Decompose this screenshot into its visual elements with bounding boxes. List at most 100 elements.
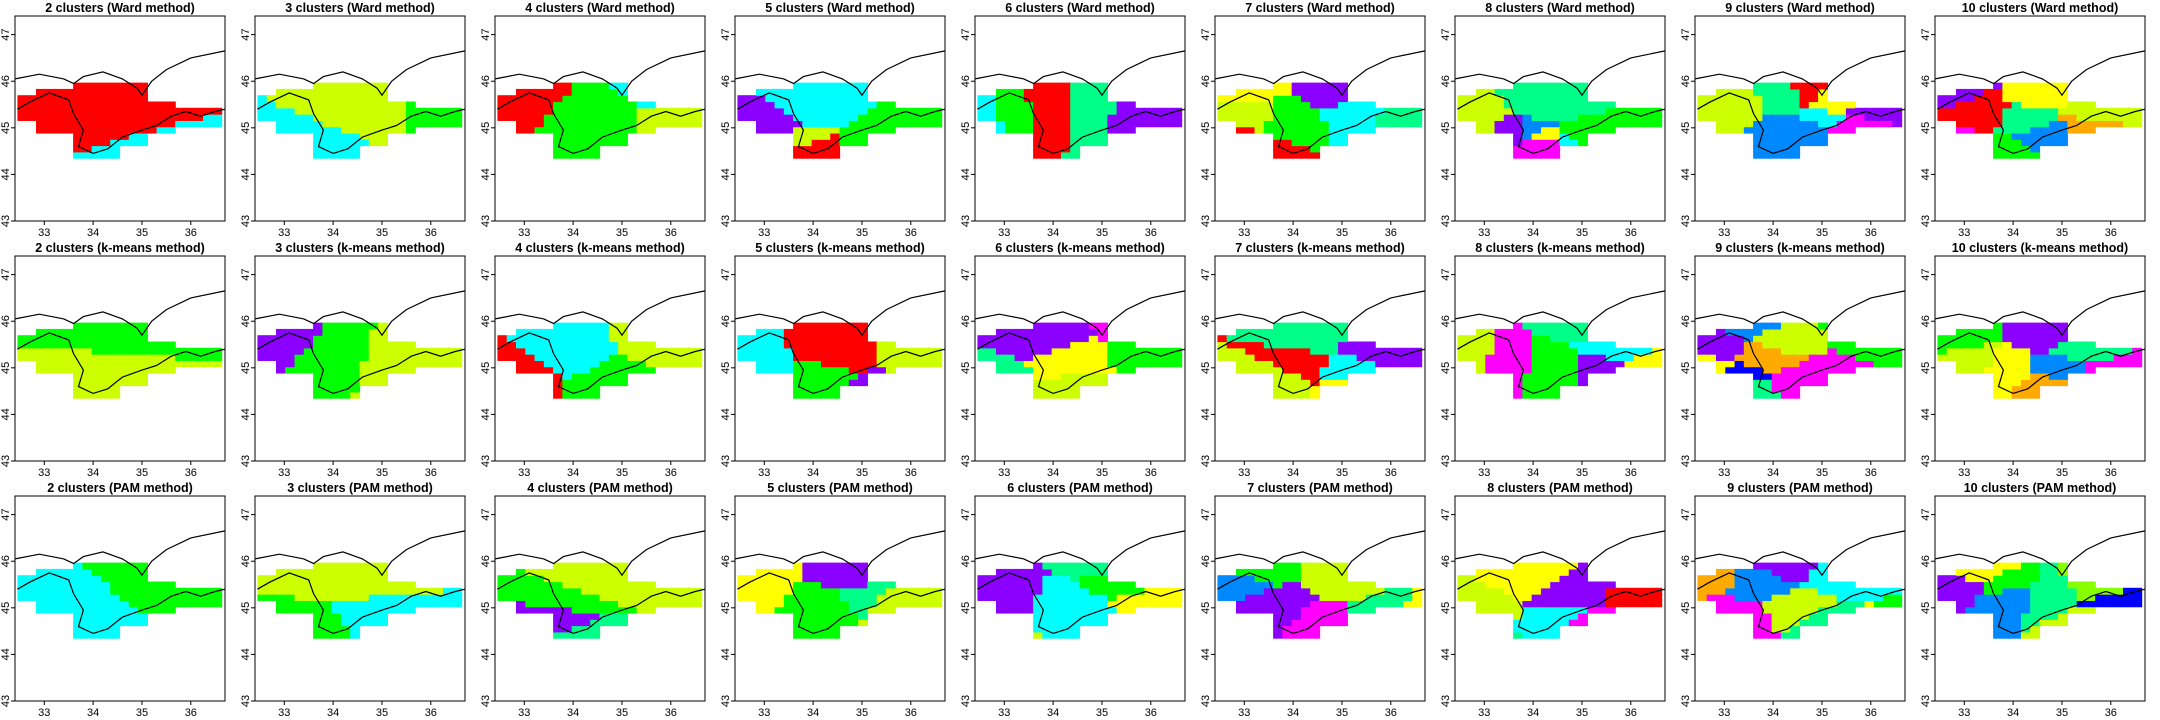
cluster-cell	[1079, 619, 1090, 627]
cluster-cell	[1633, 594, 1644, 601]
y-tick-label: 45	[720, 602, 732, 614]
cluster-cell	[839, 341, 850, 349]
cluster-cell	[1005, 594, 1016, 601]
cluster-cell	[1172, 120, 1183, 128]
cluster-cell	[1753, 360, 1763, 368]
cluster-cell	[1310, 335, 1321, 343]
cluster-cell	[1236, 101, 1246, 109]
cluster-cell	[1273, 360, 1283, 368]
cluster-cell	[1937, 354, 1948, 361]
cluster-cell	[1365, 120, 1376, 128]
cluster-cell	[1883, 120, 1893, 128]
cluster-cell	[1697, 114, 1708, 121]
cluster-cell	[322, 391, 333, 399]
cluster-cell	[285, 95, 296, 103]
cluster-cell	[1310, 82, 1321, 90]
cluster-cell	[516, 354, 526, 361]
cluster-cell	[303, 335, 314, 343]
cluster-cell	[2058, 354, 2068, 361]
cluster-cell	[82, 145, 93, 153]
cluster-cell	[562, 95, 573, 103]
cluster-cell	[1300, 581, 1311, 589]
cluster-cell	[1088, 120, 1099, 128]
cluster-cell	[1578, 114, 1588, 121]
cluster-cell	[756, 120, 766, 128]
cluster-cell	[986, 347, 997, 355]
cluster-cell	[1005, 88, 1016, 96]
cluster-cell	[599, 114, 610, 121]
cluster-cell	[1365, 581, 1376, 589]
cluster-cell	[1568, 132, 1579, 140]
cluster-cell	[737, 581, 748, 589]
cluster-cell	[1310, 385, 1321, 393]
cluster-cell	[368, 612, 379, 620]
cluster-cell	[820, 322, 831, 330]
cluster-cell	[1088, 606, 1099, 614]
cluster-cell	[350, 335, 361, 343]
cluster-cell	[1466, 587, 1477, 595]
cluster-cell	[1522, 145, 1533, 153]
cluster-cell	[1310, 322, 1321, 330]
cluster-cell	[1725, 366, 1736, 374]
cluster-cell	[802, 391, 813, 399]
cluster-cell	[1098, 562, 1108, 570]
cluster-cell	[1485, 606, 1496, 614]
cluster-cell	[1023, 587, 1034, 595]
cluster-cell	[1107, 366, 1118, 374]
cluster-cell	[636, 120, 647, 128]
cluster-cell	[802, 354, 813, 361]
cluster-cell	[1079, 354, 1090, 361]
cluster-cell	[811, 126, 822, 134]
cluster-cell	[793, 372, 803, 380]
cluster-cell	[1300, 335, 1311, 343]
cluster-cell	[285, 335, 296, 343]
cluster-cell	[2020, 114, 2031, 121]
cluster-cell	[91, 114, 102, 121]
cluster-cell	[1384, 347, 1395, 355]
cluster-cell	[986, 114, 997, 121]
cluster-cell	[543, 600, 554, 608]
cluster-cell	[1540, 391, 1551, 399]
cluster-cell	[895, 587, 906, 595]
cluster-cell	[1706, 114, 1717, 121]
cluster-cell	[1291, 581, 1302, 589]
cluster-cell	[1217, 341, 1228, 349]
cluster-cell	[368, 335, 379, 343]
y-tick-label: 47	[1440, 29, 1452, 41]
cluster-cell	[876, 360, 887, 368]
cluster-cell	[156, 107, 167, 115]
cluster-cell	[839, 562, 850, 570]
cluster-cell	[322, 328, 333, 336]
cluster-cell	[802, 575, 813, 583]
coastline	[14, 50, 226, 97]
cluster-cell	[562, 379, 573, 387]
cluster-cell	[313, 391, 323, 399]
cluster-cell	[1466, 581, 1477, 589]
cluster-cell	[664, 120, 675, 128]
cluster-cell	[1633, 354, 1644, 361]
cluster-cell	[1790, 575, 1801, 583]
cluster-cell	[2095, 354, 2106, 361]
y-tick-label: 45	[1440, 602, 1452, 614]
cluster-cell	[1753, 619, 1763, 627]
cluster-cell	[636, 360, 647, 368]
cluster-cell	[839, 366, 850, 374]
cluster-cell	[1042, 625, 1053, 633]
cluster-cell	[1725, 600, 1736, 608]
cluster-cell	[350, 612, 361, 620]
cluster-cell	[1762, 360, 1773, 368]
cluster-cell	[368, 107, 379, 115]
x-tick-label: 34	[567, 227, 579, 239]
cluster-cell	[506, 341, 517, 349]
cluster-cell	[313, 562, 323, 570]
cluster-cell	[774, 107, 785, 115]
cluster-cell	[368, 95, 379, 103]
cluster-cell	[1605, 366, 1616, 374]
cluster-cell	[802, 88, 813, 96]
cluster-cell	[1365, 594, 1376, 601]
cluster-cell	[1135, 594, 1146, 601]
cluster-cell	[313, 114, 323, 121]
cluster-cell	[184, 107, 195, 115]
cluster-cell	[1079, 139, 1090, 147]
cluster-cell	[2002, 101, 2013, 109]
